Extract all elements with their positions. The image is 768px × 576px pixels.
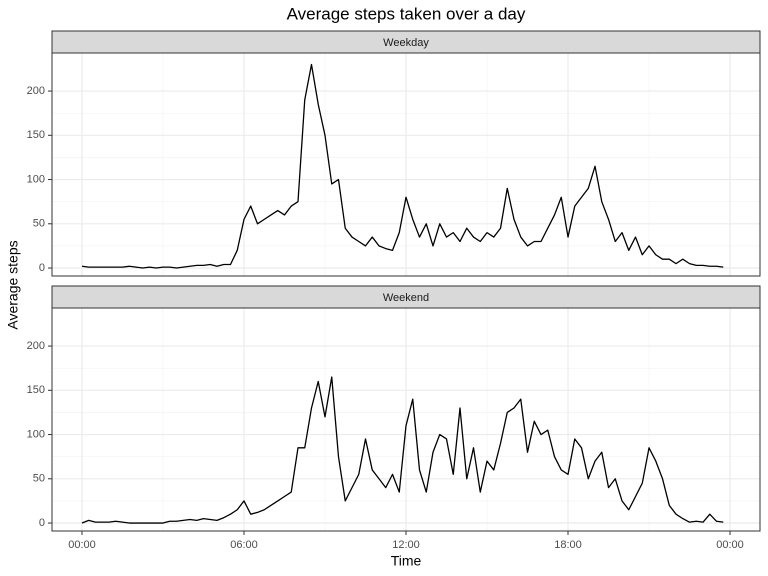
y-tick-label: 200 — [27, 340, 45, 352]
strip-text: Weekend — [383, 292, 429, 304]
x-tick-label: 18:00 — [554, 539, 582, 551]
y-tick-label: 200 — [27, 85, 45, 97]
y-tick-label: 150 — [27, 129, 45, 141]
x-tick-label: 12:00 — [392, 539, 420, 551]
x-tick-label: 00:00 — [68, 539, 96, 551]
line — [81, 376, 724, 524]
y-tick-label: 0 — [39, 517, 45, 529]
y-tick-label: 100 — [27, 428, 45, 440]
y-tick-label: 100 — [27, 173, 45, 185]
y-tick-label: 0 — [39, 262, 45, 274]
y-tick-label: 50 — [33, 473, 45, 485]
strip-text: Weekday — [383, 37, 429, 49]
y-axis-title: Average steps — [5, 240, 21, 329]
y-tick-label: 150 — [27, 384, 45, 396]
x-axis-title: Time — [391, 553, 422, 569]
panel-border — [51, 52, 761, 277]
x-tick-label: 06:00 — [230, 539, 258, 551]
chart-title: Average steps taken over a day — [287, 4, 526, 23]
x-tick-label: 00:00 — [716, 539, 744, 551]
line — [81, 63, 724, 269]
y-tick-label: 50 — [33, 218, 45, 230]
